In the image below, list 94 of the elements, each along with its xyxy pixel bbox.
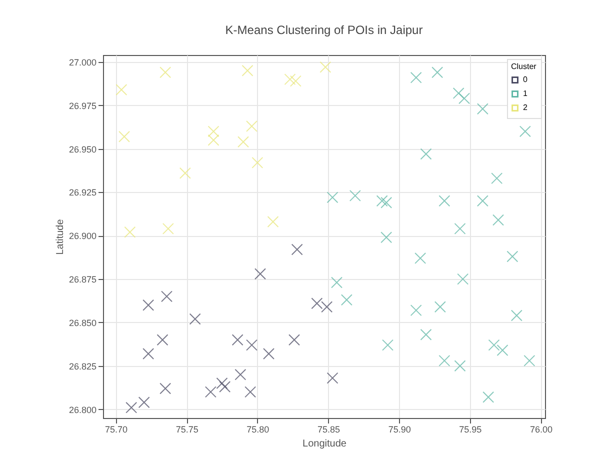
point — [311, 298, 323, 310]
point — [454, 360, 466, 372]
point — [410, 304, 422, 316]
point — [238, 136, 249, 148]
y-axis-title: Latitude — [54, 218, 66, 255]
point — [496, 344, 508, 356]
point — [208, 134, 220, 146]
point — [482, 391, 494, 403]
point — [380, 232, 392, 244]
point — [142, 348, 154, 360]
point — [254, 268, 266, 280]
chart-title: K-Means Clustering of POIs in Jaipur — [225, 23, 423, 37]
point — [189, 313, 201, 325]
y-tick-label: 26.925 — [68, 188, 96, 198]
point — [452, 87, 464, 99]
point — [234, 368, 246, 380]
point — [284, 74, 296, 86]
point — [118, 130, 130, 142]
point — [510, 310, 522, 322]
y-tick-label: 26.875 — [68, 274, 96, 285]
point — [454, 222, 466, 234]
y-tick-label: 26.800 — [68, 404, 96, 415]
point — [349, 190, 361, 202]
point — [156, 334, 168, 346]
point — [434, 301, 446, 313]
point — [291, 244, 303, 256]
y-tick-label: 26.900 — [68, 231, 96, 242]
point — [414, 252, 426, 264]
point — [124, 226, 136, 238]
point — [161, 290, 172, 302]
point — [204, 386, 216, 398]
point — [491, 172, 503, 184]
point — [208, 126, 220, 138]
point — [476, 195, 488, 207]
y-tick-label: 26.850 — [68, 318, 96, 328]
point — [321, 301, 333, 313]
point — [232, 334, 244, 346]
x-tick-label: 75.80 — [246, 424, 270, 434]
x-tick-label: 75.85 — [317, 424, 340, 434]
point — [242, 64, 254, 76]
point — [246, 339, 258, 351]
point — [216, 378, 228, 390]
legend-label: 1 — [523, 89, 528, 98]
point — [160, 66, 172, 78]
y-tick-label: 26.825 — [68, 361, 96, 372]
point — [438, 195, 450, 207]
point — [246, 120, 258, 132]
point — [458, 92, 470, 104]
y-tick-label: 26.950 — [68, 144, 96, 154]
point — [244, 386, 256, 398]
legend-label: 0 — [523, 75, 528, 84]
y-tick-label: 27.000 — [68, 57, 96, 68]
point — [420, 328, 432, 340]
point — [263, 348, 274, 360]
legend-label: 2 — [523, 103, 528, 112]
y-tick-label: 26.975 — [68, 100, 96, 111]
point — [476, 103, 488, 115]
point — [382, 339, 394, 351]
point — [340, 294, 352, 306]
point — [252, 156, 264, 168]
point — [288, 334, 300, 346]
x-tick-label: 75.70 — [104, 424, 128, 434]
x-tick-label: 75.75 — [176, 424, 198, 434]
point — [438, 354, 450, 366]
x-axis-title: Longitude — [302, 438, 347, 450]
point — [524, 354, 536, 366]
point — [160, 382, 172, 394]
point — [488, 339, 500, 351]
point — [420, 148, 432, 160]
point — [142, 299, 154, 311]
point — [138, 396, 150, 408]
point — [326, 372, 338, 384]
point — [162, 222, 174, 234]
point — [290, 75, 302, 87]
point — [320, 61, 332, 73]
x-tick-label: 76.00 — [530, 424, 553, 434]
point — [506, 250, 518, 262]
legend-title: Cluster — [511, 62, 537, 71]
point — [457, 273, 469, 285]
x-tick-label: 75.95 — [459, 424, 482, 434]
point — [331, 276, 342, 288]
point — [267, 216, 279, 228]
point — [326, 192, 338, 204]
point — [519, 126, 531, 138]
x-tick-label: 75.90 — [388, 424, 411, 434]
point — [492, 214, 504, 226]
point — [126, 402, 138, 414]
point — [380, 196, 392, 208]
point — [219, 380, 231, 392]
point — [179, 167, 191, 179]
point — [376, 195, 388, 207]
point — [410, 72, 422, 84]
point — [116, 84, 128, 96]
point — [432, 66, 444, 78]
